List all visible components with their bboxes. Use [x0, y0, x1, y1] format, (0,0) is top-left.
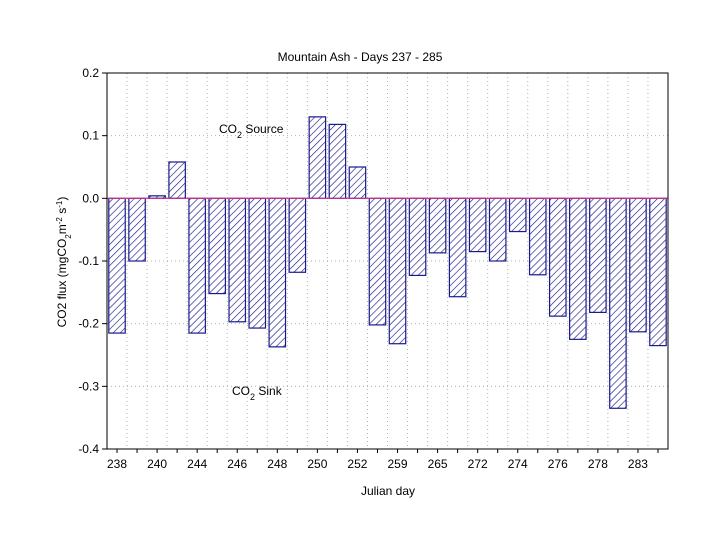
bar-22 [528, 197, 547, 276]
x-tick-label: 278 [588, 457, 608, 471]
bar-27 [629, 197, 647, 333]
y-tick-label: -0.1 [78, 254, 99, 268]
bar-28 [649, 197, 667, 347]
x-tick-label: 274 [508, 457, 528, 471]
y-tick-label: -0.2 [78, 317, 99, 331]
bar-17 [428, 197, 447, 254]
bar-20 [488, 197, 507, 262]
bar-18 [448, 197, 467, 298]
bar-19 [468, 197, 487, 253]
x-tick-label: 252 [347, 457, 367, 471]
bar-11 [308, 116, 327, 199]
bar-25 [589, 197, 607, 313]
bar-26 [609, 197, 627, 409]
bar-10 [288, 197, 307, 273]
x-tick-label: 276 [548, 457, 568, 471]
y-axis-ticks: -0.4 -0.3 -0.2 -0.1 0.0 0.1 0.2 [78, 66, 107, 456]
co2-sink-annotation: CO2 Sink [232, 384, 283, 402]
x-tick-label: 246 [227, 457, 247, 471]
x-tick-label: 240 [147, 457, 167, 471]
bar-21 [508, 197, 527, 233]
x-tick-label: 265 [428, 457, 448, 471]
bar-6 [208, 197, 227, 295]
x-tick-label: 244 [187, 457, 207, 471]
y-tick-label: -0.3 [78, 379, 99, 393]
bar-series [108, 116, 667, 409]
bar-7 [228, 197, 247, 323]
x-tick-label: 272 [468, 457, 488, 471]
x-tick-label: 248 [267, 457, 287, 471]
y-tick-label: 0.1 [82, 129, 99, 143]
chart-title: Mountain Ash - Days 237 - 285 [278, 50, 443, 64]
bar-2 [128, 197, 146, 262]
bar-12 [328, 123, 347, 199]
x-tick-label: 259 [388, 457, 408, 471]
bar-15 [388, 197, 407, 345]
bar-14 [368, 197, 387, 326]
bar-24 [569, 197, 587, 340]
bar-4 [168, 161, 186, 199]
co2-source-annotation: CO2 Source [219, 122, 284, 140]
bar-5 [188, 197, 206, 334]
bar-1 [108, 197, 126, 334]
x-axis-ticks: 238 240 244 246 248 250 252 259 265 272 274 276 278 2… [107, 449, 659, 471]
y-tick-label: 0.2 [82, 66, 99, 80]
bar-13 [348, 166, 367, 199]
x-tick-label: 283 [628, 457, 648, 471]
x-tick-label: 238 [107, 457, 127, 471]
bar-9 [268, 197, 287, 348]
bar-16 [408, 197, 427, 277]
y-axis-label: CO2 flux (mgCO2m-2 s-1) [55, 197, 73, 328]
bar-23 [548, 197, 567, 317]
y-tick-label: 0.0 [82, 191, 99, 205]
x-axis-label: Julian day [361, 484, 415, 498]
bar-8 [248, 197, 267, 329]
y-tick-label: -0.4 [78, 442, 99, 456]
x-tick-label: 250 [307, 457, 327, 471]
